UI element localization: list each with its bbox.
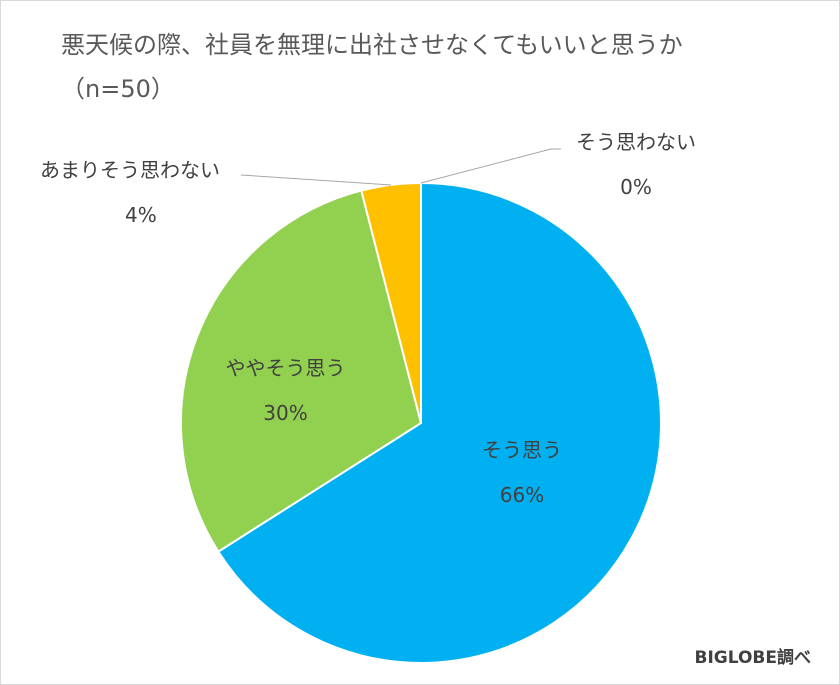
slice-value-amari-so-omowanai: 4%: [125, 203, 157, 227]
source-credit: BIGLOBE調べ: [694, 648, 812, 668]
slice-label-amari-so-omowanai: あまりそう思わない 4%: [40, 154, 255, 227]
chart-subtitle: （n=50）: [61, 75, 175, 103]
slice-label-yaya-so-omou: ややそう思う 30%: [213, 352, 358, 425]
slice-label-so-omowanai: そう思わない 0%: [556, 126, 716, 199]
slice-name-so-omowanai: そう思わない: [576, 130, 696, 154]
slice-name-yaya-so-omou: ややそう思う: [225, 356, 346, 380]
slice-value-so-omou: 66%: [499, 483, 545, 507]
slice-value-yaya-so-omou: 30%: [263, 401, 308, 425]
leader-line-so-omowanai: [420, 148, 561, 184]
pie-slice-yaya-so-omou: [180, 189, 423, 553]
slice-name-so-omou: そう思う: [482, 438, 562, 462]
slice-value-so-omowanai: 0%: [620, 175, 652, 199]
leader-line-amari-so-omowanai: [240, 174, 392, 186]
pie-slice-so-omou: [216, 181, 662, 664]
chart-title: 悪天候の際、社員を無理に出社させなくてもいいと思うか: [61, 31, 683, 59]
slice-label-so-omou: そう思う 66%: [472, 434, 572, 507]
slice-name-amari-so-omowanai: あまりそう思わない: [40, 158, 220, 182]
chart-title-block: 悪天候の際、社員を無理に出社させなくてもいいと思うか （n=50）: [61, 23, 821, 111]
